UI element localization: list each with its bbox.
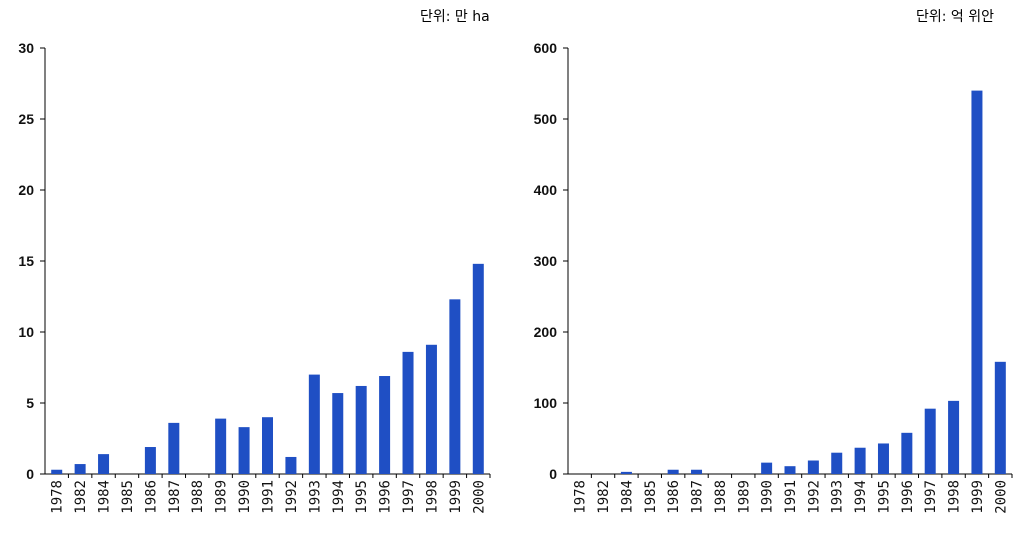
x-tick-label: 1996 [900,480,916,514]
bar-1987 [168,422,180,474]
x-tick-label: 1978 [50,480,66,514]
x-tick-label: 1995 [354,480,370,514]
bar-1997 [402,351,414,474]
y-tick-label: 600 [534,40,558,56]
bar-1992 [807,460,819,474]
x-tick-label: 1986 [666,480,682,514]
x-tick-label: 1997 [401,480,417,514]
y-tick-label: 0 [549,466,557,482]
bar-1990 [238,427,250,474]
x-tick-label: 1985 [120,480,136,514]
bar-1998 [948,400,960,474]
y-tick-label: 200 [534,324,558,340]
bar-1992 [285,456,297,474]
y-tick-label: 30 [18,40,34,56]
bar-1995 [355,385,367,474]
x-tick-label: 1994 [331,480,347,514]
x-tick-label: 1985 [643,480,659,514]
x-tick-label: 1987 [690,480,706,514]
bar-1978 [51,469,63,474]
y-tick-label: 400 [534,182,558,198]
x-tick-label: 1982 [73,480,89,514]
x-tick-label: 1989 [736,480,752,514]
bar-1986 [667,469,679,474]
bar-1996 [379,376,391,474]
bar-1998 [425,344,437,474]
x-tick-label: 1993 [830,480,846,514]
x-tick-label: 1989 [214,480,230,514]
x-tick-label: 1992 [806,480,822,514]
bar-1991 [784,466,796,474]
unit-label-right: 단위: 억 위안 [916,9,995,25]
bar-1996 [901,432,913,474]
x-tick-label: 1984 [619,480,635,514]
bar-1999 [971,90,983,474]
x-tick-label: 1978 [573,480,589,514]
bar-1994 [332,393,344,474]
x-tick-label: 1991 [783,480,799,514]
y-tick-label: 100 [534,395,558,411]
x-tick-label: 1994 [853,480,869,514]
bar-1986 [144,447,156,474]
bar-1991 [262,417,273,474]
x-tick-label: 1984 [97,480,113,514]
x-tick-label: 1988 [713,480,729,514]
chart-investment: 0 100 200 300 400 500 600 1978 1982 1984 1985 1986 1… [534,40,1013,514]
x-tick-label: 1999 [970,480,986,514]
bar-1995 [877,443,889,474]
x-tick-label: 1982 [596,480,612,514]
x-tick-label: 1992 [284,480,300,514]
y-tick-label: 500 [534,111,558,127]
y-tick-label: 10 [18,324,34,340]
x-tick-label: 2000 [993,480,1009,514]
x-tick-label: 1999 [448,480,464,514]
y-tick-label: 25 [18,111,34,127]
bar-1999 [449,299,461,474]
bar-1993 [308,374,320,474]
x-tick-label: 1993 [307,480,323,514]
x-tick-label: 1988 [190,480,206,514]
x-tick-label: 1995 [876,480,892,514]
y-tick-label: 5 [26,395,34,411]
bar-1990 [761,462,773,474]
x-tick-label: 1991 [261,480,277,514]
unit-label-left: 단위: 만 ha [420,9,490,25]
x-tick-label: 2000 [471,480,487,514]
bar-1994 [854,447,866,474]
bar-1984 [98,454,110,474]
x-tick-label: 1998 [947,480,963,514]
bar-1989 [215,418,227,474]
x-tick-label: 1990 [237,480,253,514]
bar-1984 [620,471,632,474]
bar-1993 [831,452,843,474]
bar-1997 [924,408,936,474]
x-tick-label: 1990 [760,480,776,514]
bar-1982 [74,464,86,474]
x-tick-label: 1996 [378,480,394,514]
y-tick-label: 300 [534,253,558,269]
x-tick-label: 1986 [143,480,159,514]
bar-2000 [472,263,484,474]
y-tick-label: 15 [18,253,34,269]
x-tick-label: 1997 [923,480,939,514]
bar-1987 [691,469,703,474]
chart-land-area: 0 5 10 15 20 25 30 1978 1982 1984 1985 1986 1987 1988… [18,40,491,514]
bar-2000 [994,361,1006,474]
y-tick-label: 0 [26,466,34,482]
x-tick-label: 1987 [167,480,183,514]
y-tick-label: 20 [18,182,34,198]
x-tick-label: 1998 [424,480,440,514]
